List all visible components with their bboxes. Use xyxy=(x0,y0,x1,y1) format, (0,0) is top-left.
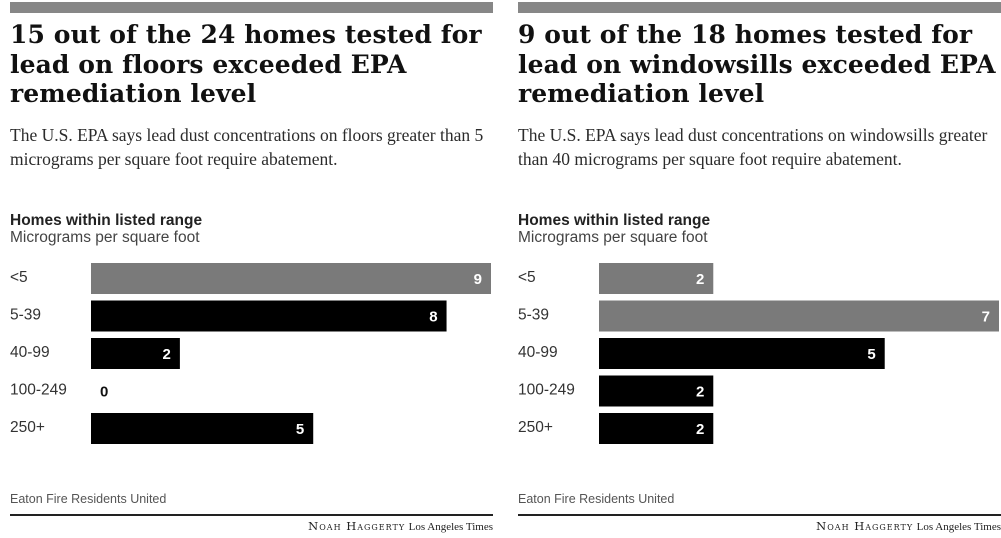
bar xyxy=(599,375,714,407)
category-label: 250+ xyxy=(10,419,45,436)
bar xyxy=(599,338,885,369)
category-label: <5 xyxy=(518,269,536,286)
bar-value-label: 2 xyxy=(696,384,704,401)
top-rule xyxy=(10,2,493,13)
credit-organization: Los Angeles Times xyxy=(408,521,493,533)
bar-value-label: 2 xyxy=(163,346,171,363)
bar xyxy=(91,300,447,332)
floors-chart-panel: 15 out of the 24 homes tested for lead o… xyxy=(10,0,493,538)
credit-organization: Los Angeles Times xyxy=(916,521,1001,533)
credit-author: Noah Haggerty xyxy=(816,519,914,533)
source-note: Eaton Fire Residents United xyxy=(518,492,675,506)
category-label: <5 xyxy=(10,269,28,286)
chart-title: 15 out of the 24 homes tested for lead o… xyxy=(10,20,482,108)
y-axis-label: Homes within listed range xyxy=(10,212,203,229)
chart-subtitle: The U.S. EPA says lead dust concentratio… xyxy=(10,125,484,169)
credit-author: Noah Haggerty xyxy=(308,519,406,533)
units-label: Micrograms per square foot xyxy=(10,229,200,246)
windowsills-bar-chart: <5 2 5-39 7 40-99 5 100-249 2 250+ 2 xyxy=(518,263,999,444)
bar-value-label: 5 xyxy=(296,421,304,438)
category-label: 40-99 xyxy=(518,344,558,361)
bar-value-label: 0 xyxy=(100,384,108,401)
category-label: 5-39 xyxy=(10,307,41,324)
bar-value-label: 9 xyxy=(474,271,482,288)
floors-bar-chart: <5 9 5-39 8 40-99 2 100-249 0 250+ 5 xyxy=(10,263,491,444)
chart-title: 9 out of the 18 homes tested for lead on… xyxy=(518,20,996,108)
bar xyxy=(91,413,314,444)
bottom-rule xyxy=(518,514,1001,516)
top-rule xyxy=(518,2,1001,13)
source-note: Eaton Fire Residents United xyxy=(10,492,167,506)
credit-line: Noah Haggerty Los Angeles Times xyxy=(308,519,493,533)
category-label: 5-39 xyxy=(518,307,549,324)
category-label: 250+ xyxy=(518,419,553,436)
y-axis-label: Homes within listed range xyxy=(518,212,711,229)
bar xyxy=(599,413,714,444)
bar xyxy=(599,263,714,294)
bar-value-label: 5 xyxy=(867,346,875,363)
bar xyxy=(91,263,491,294)
bar-value-label: 2 xyxy=(696,421,704,438)
bar-value-label: 8 xyxy=(429,309,437,326)
bottom-rule xyxy=(10,514,493,516)
bar xyxy=(91,338,180,369)
units-label: Micrograms per square foot xyxy=(518,229,708,246)
bar-value-label: 7 xyxy=(982,309,990,326)
category-label: 40-99 xyxy=(10,344,50,361)
credit-line: Noah Haggerty Los Angeles Times xyxy=(816,519,1001,533)
chart-subtitle: The U.S. EPA says lead dust concentratio… xyxy=(518,125,988,169)
windowsills-chart-panel: 9 out of the 18 homes tested for lead on… xyxy=(518,0,1001,538)
bar-value-label: 2 xyxy=(696,271,704,288)
bar xyxy=(599,300,999,332)
category-label: 100-249 xyxy=(10,382,67,399)
category-label: 100-249 xyxy=(518,382,575,399)
